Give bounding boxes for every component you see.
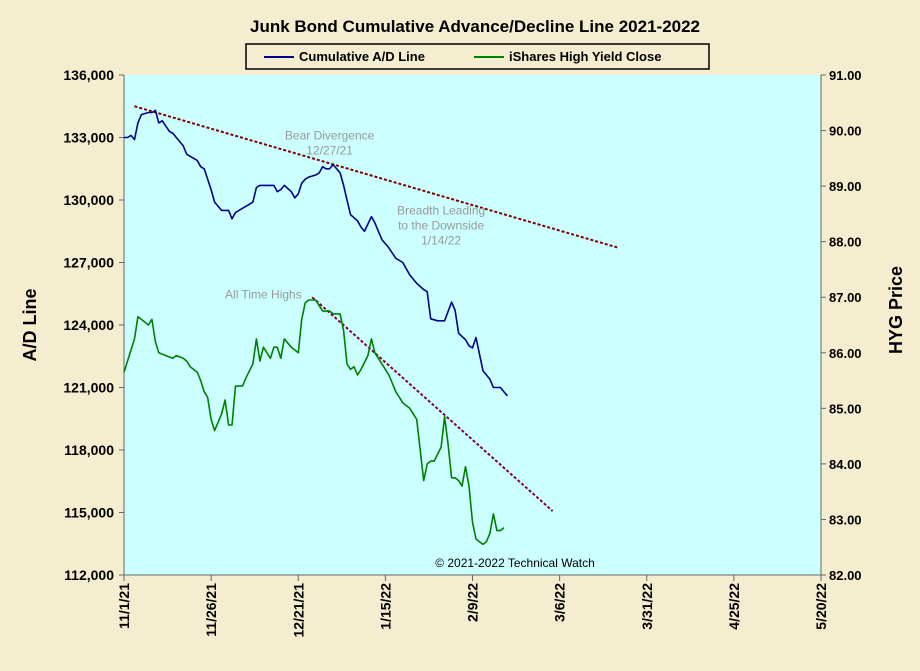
copyright-text: © 2021-2022 Technical Watch	[435, 556, 595, 570]
left-tick-label: 136,000	[63, 67, 114, 83]
left-tick-labels: 112,000 115,000 118,000 121,000 124,000 127,0…	[63, 67, 124, 583]
right-tick-label: 91.00	[829, 68, 862, 83]
legend: Cumulative A/D Line iShares High Yield C…	[245, 43, 710, 70]
right-tick-label: 82.00	[829, 568, 862, 583]
x-tick-label: 5/20/22	[813, 583, 829, 630]
series-lines	[123, 109, 509, 546]
right-tick-label: 85.00	[829, 401, 862, 416]
x-tick-labels: 11/1/21 11/26/21 12/21/21 1/15/22 2/9/22 3/6/…	[116, 575, 829, 638]
left-tick-label: 124,000	[63, 317, 114, 333]
left-tick-label: 118,000	[64, 442, 114, 458]
trendline-hyg-close	[311, 296, 554, 512]
series-line-hyg-close	[123, 299, 505, 546]
right-tick-label: 88.00	[829, 235, 862, 250]
left-tick-label: 130,000	[63, 192, 114, 208]
annotation-label: Breadth Leading to the Downside 1/14/22	[397, 204, 485, 248]
left-tick-label: 115,000	[64, 505, 114, 521]
annotation-label: All Time Highs	[225, 287, 302, 301]
x-tick-label: 2/9/22	[465, 583, 481, 622]
left-tick-label: 121,000	[63, 380, 114, 396]
trendlines	[134, 105, 620, 512]
left-tick-label: 133,000	[63, 130, 114, 146]
right-tick-label: 86.00	[829, 346, 862, 361]
annotation-label: Bear Divergence 12/27/21	[285, 129, 375, 158]
right-tick-label: 84.00	[829, 457, 862, 472]
x-tick-label: 12/21/21	[290, 583, 306, 638]
y-axis-right-label: HYG Price	[886, 266, 906, 354]
legend-label-hyg-close: iShares High Yield Close	[509, 49, 661, 64]
x-tick-label: 3/6/22	[552, 583, 568, 622]
x-tick-label: 1/15/22	[377, 583, 393, 630]
right-tick-label: 87.00	[829, 290, 862, 305]
legend-label-ad-line: Cumulative A/D Line	[299, 49, 425, 64]
left-tick-label: 127,000	[63, 255, 114, 271]
x-tick-label: 4/25/22	[726, 583, 742, 630]
trendline-ad-line	[134, 105, 620, 249]
right-tick-label: 89.00	[829, 179, 862, 194]
right-tick-label: 90.00	[829, 124, 862, 139]
right-tick-label: 83.00	[829, 512, 862, 527]
x-tick-label: 11/1/21	[116, 583, 132, 629]
annotations: Bear Divergence 12/27/21 Breadth Leading to…	[225, 129, 485, 302]
x-tick-label: 11/26/21	[203, 583, 219, 637]
y-axis-left-label: A/D Line	[20, 288, 40, 361]
x-tick-label: 3/31/22	[639, 583, 655, 630]
right-tick-labels: 82.00 83.00 84.00 85.00 86.00 87.00 88.00 89.00…	[821, 68, 862, 583]
series-line-ad-line	[124, 109, 509, 397]
left-tick-label: 112,000	[64, 567, 114, 583]
plot-area	[124, 75, 821, 575]
chart-title: Junk Bond Cumulative Advance/Decline Lin…	[250, 17, 700, 36]
